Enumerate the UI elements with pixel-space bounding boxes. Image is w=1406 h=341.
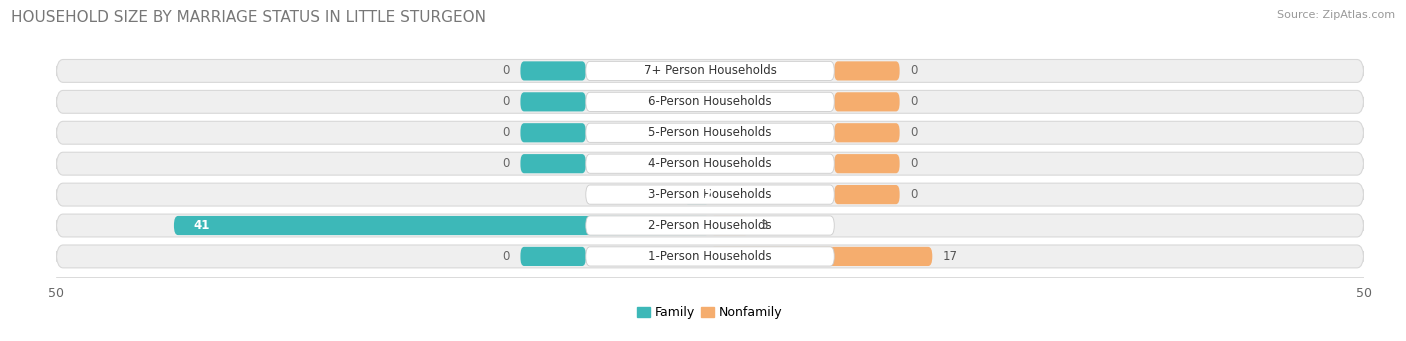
FancyBboxPatch shape — [586, 185, 834, 204]
FancyBboxPatch shape — [710, 247, 932, 266]
FancyBboxPatch shape — [56, 152, 1364, 175]
Text: 0: 0 — [502, 250, 510, 263]
FancyBboxPatch shape — [56, 90, 1364, 113]
Text: 0: 0 — [910, 188, 918, 201]
FancyBboxPatch shape — [586, 61, 834, 80]
Text: 17: 17 — [943, 250, 957, 263]
Text: HOUSEHOLD SIZE BY MARRIAGE STATUS IN LITTLE STURGEON: HOUSEHOLD SIZE BY MARRIAGE STATUS IN LIT… — [11, 10, 486, 25]
FancyBboxPatch shape — [56, 121, 1364, 144]
Text: 3: 3 — [759, 219, 768, 232]
FancyBboxPatch shape — [586, 92, 834, 112]
FancyBboxPatch shape — [56, 245, 1364, 268]
FancyBboxPatch shape — [520, 61, 586, 80]
FancyBboxPatch shape — [56, 59, 1364, 83]
Text: 2: 2 — [703, 188, 711, 201]
Text: 0: 0 — [910, 64, 918, 77]
Text: 7+ Person Households: 7+ Person Households — [644, 64, 776, 77]
Legend: Family, Nonfamily: Family, Nonfamily — [633, 301, 787, 324]
FancyBboxPatch shape — [834, 61, 900, 80]
Text: 4-Person Households: 4-Person Households — [648, 157, 772, 170]
FancyBboxPatch shape — [56, 214, 1364, 237]
Text: 0: 0 — [502, 64, 510, 77]
Text: 0: 0 — [910, 126, 918, 139]
FancyBboxPatch shape — [520, 123, 586, 142]
Text: 0: 0 — [502, 95, 510, 108]
Text: 6-Person Households: 6-Person Households — [648, 95, 772, 108]
FancyBboxPatch shape — [586, 216, 834, 235]
FancyBboxPatch shape — [586, 123, 834, 142]
Text: 0: 0 — [502, 126, 510, 139]
FancyBboxPatch shape — [834, 123, 900, 142]
Text: 3-Person Households: 3-Person Households — [648, 188, 772, 201]
FancyBboxPatch shape — [834, 92, 900, 112]
FancyBboxPatch shape — [683, 185, 710, 204]
Text: 5-Person Households: 5-Person Households — [648, 126, 772, 139]
FancyBboxPatch shape — [520, 92, 586, 112]
FancyBboxPatch shape — [710, 216, 749, 235]
Text: 0: 0 — [502, 157, 510, 170]
Text: 41: 41 — [194, 219, 209, 232]
Text: Source: ZipAtlas.com: Source: ZipAtlas.com — [1277, 10, 1395, 20]
Text: 2-Person Households: 2-Person Households — [648, 219, 772, 232]
Text: 0: 0 — [910, 157, 918, 170]
Text: 0: 0 — [910, 95, 918, 108]
FancyBboxPatch shape — [520, 154, 586, 173]
FancyBboxPatch shape — [834, 154, 900, 173]
FancyBboxPatch shape — [174, 216, 710, 235]
FancyBboxPatch shape — [586, 247, 834, 266]
FancyBboxPatch shape — [520, 247, 586, 266]
FancyBboxPatch shape — [586, 154, 834, 173]
FancyBboxPatch shape — [56, 183, 1364, 206]
Text: 1-Person Households: 1-Person Households — [648, 250, 772, 263]
FancyBboxPatch shape — [834, 185, 900, 204]
